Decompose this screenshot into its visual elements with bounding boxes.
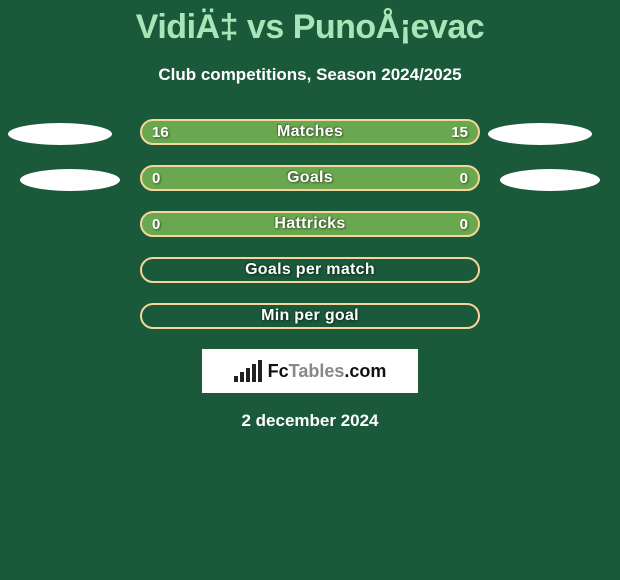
logo-main: Tables: [289, 361, 345, 381]
page-title: VidiÄ‡ vs PunoÅ¡evac: [0, 0, 620, 47]
stat-pill: 0 Goals 0: [140, 165, 480, 191]
fctables-logo: FcTables.com: [202, 349, 418, 393]
right-ellipse: [488, 123, 592, 145]
stat-right-value: 15: [451, 124, 468, 141]
page-subtitle: Club competitions, Season 2024/2025: [0, 65, 620, 85]
stat-pill: 16 Matches 15: [140, 119, 480, 145]
right-ellipse: [500, 169, 600, 191]
stat-right-value: 0: [460, 216, 468, 233]
logo-prefix: Fc: [268, 361, 289, 381]
stat-right-value: 0: [460, 170, 468, 187]
stat-row-goals: 0 Goals 0: [0, 163, 620, 193]
stat-label: Min per goal: [142, 307, 478, 325]
logo-suffix: .com: [344, 361, 386, 381]
stat-pill: 0 Hattricks 0: [140, 211, 480, 237]
stat-row-hattricks: 0 Hattricks 0: [0, 209, 620, 239]
stat-row-min-per-goal: Min per goal: [0, 301, 620, 331]
stat-row-matches: 16 Matches 15: [0, 117, 620, 147]
stat-row-goals-per-match: Goals per match: [0, 255, 620, 285]
stats-container: 16 Matches 15 0 Goals 0 0 Hattricks 0 Go…: [0, 117, 620, 331]
logo-bars-icon: [234, 360, 264, 382]
left-ellipse: [20, 169, 120, 191]
left-ellipse: [8, 123, 112, 145]
stat-label: Goals per match: [142, 261, 478, 279]
logo-text: FcTables.com: [268, 361, 387, 382]
stat-label: Goals: [142, 169, 478, 187]
stat-label: Hattricks: [142, 215, 478, 233]
stat-label: Matches: [142, 123, 478, 141]
stat-pill: Min per goal: [140, 303, 480, 329]
footer-date: 2 december 2024: [0, 411, 620, 431]
stat-pill: Goals per match: [140, 257, 480, 283]
